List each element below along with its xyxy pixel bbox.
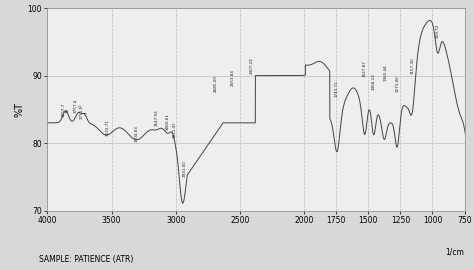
Text: 1743.71: 1743.71 [335,80,339,97]
Text: 2407.24: 2407.24 [250,58,254,74]
Text: 2931.00: 2931.00 [182,160,187,177]
Text: 3060.61: 3060.61 [166,113,170,130]
Text: 1527.87: 1527.87 [363,60,367,77]
Text: 720.20: 720.20 [466,63,470,77]
Text: 3533.71: 3533.71 [105,120,109,136]
Y-axis label: %T: %T [15,102,25,117]
Text: 1157.30: 1157.30 [410,58,414,74]
Text: 1365.44: 1365.44 [383,64,388,81]
Text: 3711.1
7: 3711.1 7 [80,106,89,120]
Text: 3857.7
76: 3857.7 76 [61,103,70,117]
Text: 3757.4
2: 3757.4 2 [74,99,83,113]
Text: SAMPLE: PATIENCE (ATR): SAMPLE: PATIENCE (ATR) [39,255,134,264]
Text: 959.72: 959.72 [436,24,439,39]
Text: 3304.83: 3304.83 [135,125,138,142]
Text: 1458.23: 1458.23 [372,74,375,90]
Text: 1/cm: 1/cm [446,247,465,256]
Text: 3147.93: 3147.93 [155,109,159,126]
Text: 3011.47: 3011.47 [172,121,176,138]
Text: 2685.00: 2685.00 [214,76,218,93]
Text: 2553.84: 2553.84 [231,69,235,86]
Text: 1273.06: 1273.06 [395,76,400,93]
